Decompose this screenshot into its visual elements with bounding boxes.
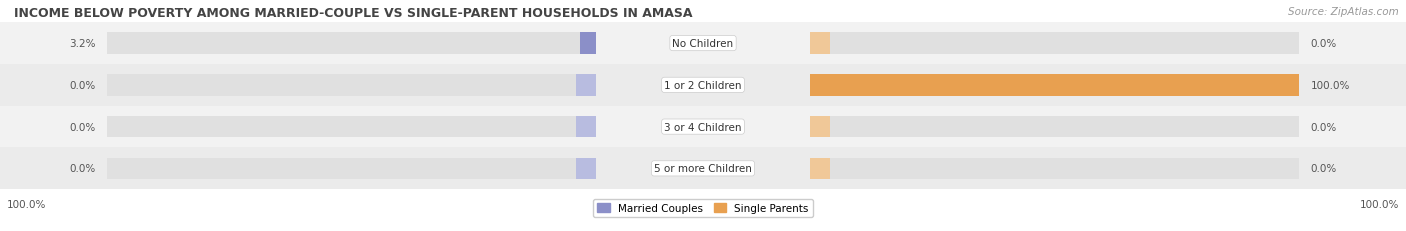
Bar bbox=[581, 33, 596, 55]
Text: 0.0%: 0.0% bbox=[1310, 164, 1337, 174]
Text: 100.0%: 100.0% bbox=[1310, 80, 1350, 91]
Bar bbox=[576, 158, 596, 179]
Text: 0.0%: 0.0% bbox=[1310, 39, 1337, 49]
Legend: Married Couples, Single Parents: Married Couples, Single Parents bbox=[593, 199, 813, 217]
Text: 100.0%: 100.0% bbox=[7, 199, 46, 209]
Bar bbox=[107, 33, 596, 55]
Text: 0.0%: 0.0% bbox=[69, 80, 96, 91]
Text: 100.0%: 100.0% bbox=[1360, 199, 1399, 209]
Bar bbox=[107, 116, 596, 138]
Text: Source: ZipAtlas.com: Source: ZipAtlas.com bbox=[1288, 7, 1399, 17]
Bar bbox=[810, 158, 1299, 179]
Bar bbox=[0, 106, 1406, 148]
Bar bbox=[810, 75, 1299, 96]
Bar bbox=[810, 75, 1299, 96]
Bar bbox=[0, 148, 1406, 189]
Bar bbox=[107, 75, 596, 96]
Text: 0.0%: 0.0% bbox=[1310, 122, 1337, 132]
Text: 5 or more Children: 5 or more Children bbox=[654, 164, 752, 174]
Text: 0.0%: 0.0% bbox=[69, 164, 96, 174]
Bar bbox=[810, 33, 830, 55]
Bar bbox=[107, 158, 596, 179]
Bar bbox=[576, 116, 596, 138]
Text: No Children: No Children bbox=[672, 39, 734, 49]
Bar bbox=[0, 65, 1406, 106]
Text: 3 or 4 Children: 3 or 4 Children bbox=[664, 122, 742, 132]
Text: 0.0%: 0.0% bbox=[69, 122, 96, 132]
Bar bbox=[576, 75, 596, 96]
Text: INCOME BELOW POVERTY AMONG MARRIED-COUPLE VS SINGLE-PARENT HOUSEHOLDS IN AMASA: INCOME BELOW POVERTY AMONG MARRIED-COUPL… bbox=[14, 7, 693, 20]
Bar bbox=[810, 33, 1299, 55]
Text: 1 or 2 Children: 1 or 2 Children bbox=[664, 80, 742, 91]
Text: 3.2%: 3.2% bbox=[69, 39, 96, 49]
Bar bbox=[810, 116, 1299, 138]
Bar bbox=[810, 158, 830, 179]
Bar bbox=[0, 23, 1406, 65]
Bar bbox=[810, 116, 830, 138]
